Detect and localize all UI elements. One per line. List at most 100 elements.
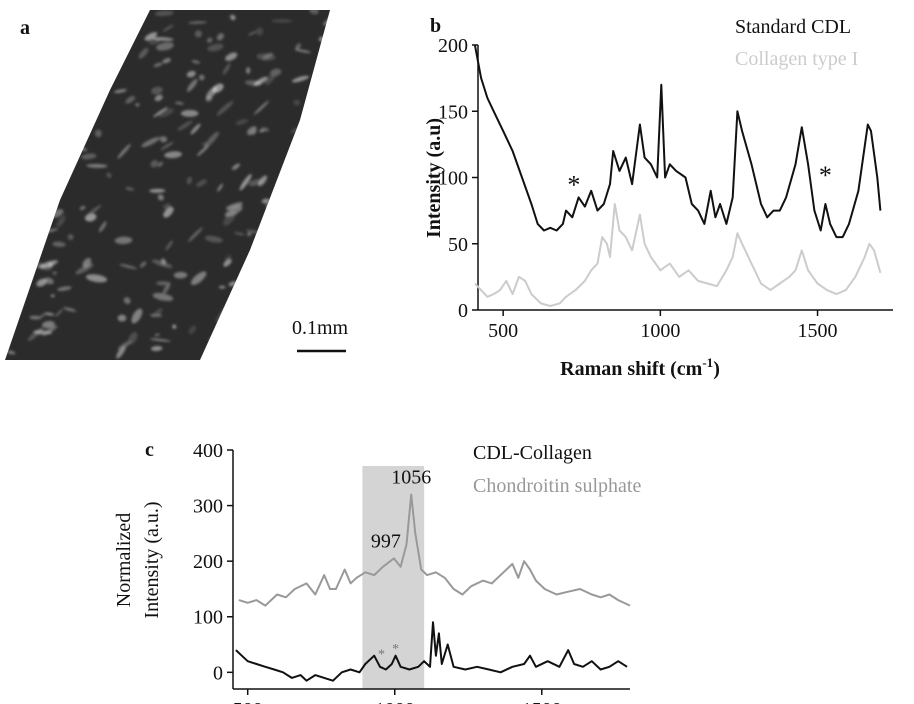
texture-fleck (159, 136, 168, 143)
texture-fleck (139, 261, 147, 268)
texture-fleck (295, 43, 301, 51)
y-axis-label: Intensity (a.u) (423, 118, 445, 238)
texture-fleck (188, 21, 207, 24)
texture-fleck (81, 92, 89, 100)
y-tick-label: 200 (193, 551, 223, 573)
texture-fleck (42, 325, 58, 336)
texture-fleck (231, 163, 240, 170)
tissue (5, 10, 330, 360)
texture-fleck (252, 277, 263, 287)
texture-fleck (31, 32, 42, 36)
texture-fleck (29, 315, 41, 320)
texture-fleck (6, 133, 18, 139)
texture-fleck (123, 297, 131, 305)
annotation: * (567, 170, 580, 199)
texture-fleck (125, 186, 135, 191)
texture-fleck (232, 312, 246, 320)
texture-fleck (190, 123, 201, 135)
texture-fleck (296, 195, 317, 205)
texture-fleck (165, 240, 173, 251)
texture-fleck (247, 126, 257, 136)
texture-fleck (282, 288, 288, 296)
texture-fleck (158, 108, 174, 118)
texture-fleck (152, 37, 174, 41)
texture-fleck (249, 329, 268, 335)
texture-fleck (152, 292, 174, 301)
texture-fleck (223, 258, 232, 267)
texture-fleck (86, 163, 108, 168)
annotation: * (378, 647, 385, 662)
texture-fleck (85, 13, 102, 20)
x-axis-label: Raman shift (cm-1) (560, 355, 720, 380)
texture-fleck (10, 123, 23, 135)
texture-fleck (314, 167, 330, 176)
texture-fleck (163, 206, 174, 218)
texture-fleck (41, 62, 48, 69)
spectrum-line (473, 44, 882, 239)
texture-fleck (309, 121, 323, 127)
annotation: 1056 (391, 466, 431, 488)
texture-fleck (138, 47, 149, 59)
x-tick-label: 1500 (522, 699, 562, 704)
texture-fleck (57, 286, 72, 291)
texture-fleck (156, 42, 174, 51)
texture-fleck (33, 214, 47, 219)
y-tick-label: 400 (193, 440, 223, 462)
texture-fleck (34, 12, 53, 19)
texture-fleck (85, 274, 108, 283)
legend-entry: Chondroitin sulphate (473, 475, 641, 497)
texture-fleck (38, 114, 58, 123)
texture-fleck (9, 64, 22, 84)
texture-fleck (107, 16, 125, 23)
texture-fleck (217, 183, 223, 192)
texture-fleck (114, 236, 133, 245)
texture-fleck (316, 234, 330, 242)
texture-fleck (150, 159, 158, 168)
texture-fleck (312, 220, 323, 227)
texture-fleck (39, 260, 58, 269)
texture-fleck (155, 281, 171, 286)
texture-fleck (124, 36, 129, 43)
texture-fleck (295, 236, 318, 242)
texture-fleck (81, 110, 86, 117)
y-tick-label: 200 (438, 35, 468, 57)
texture-fleck (51, 91, 61, 99)
texture-fleck (219, 330, 235, 341)
texture-fleck (234, 232, 245, 236)
texture-fleck (44, 277, 54, 285)
texture-fleck (177, 120, 193, 131)
spectrum-line (238, 493, 631, 607)
texture-fleck (294, 249, 306, 254)
texture-fleck (32, 180, 47, 187)
texture-fleck (45, 163, 53, 168)
y-axis-label: Normalized (113, 513, 135, 607)
texture-fleck (216, 100, 234, 116)
texture-fleck (296, 191, 306, 201)
texture-fleck (157, 194, 164, 201)
texture-fleck (35, 131, 42, 136)
texture-fleck (164, 151, 183, 159)
y-tick-label: 0 (458, 300, 468, 322)
texture-fleck (218, 285, 226, 289)
texture-fleck (186, 176, 192, 185)
texture-fleck (11, 293, 24, 308)
texture-fleck (153, 107, 168, 118)
texture-fleck (174, 101, 184, 105)
texture-fleck (306, 291, 315, 296)
texture-fleck (10, 76, 27, 93)
texture-fleck (60, 160, 66, 164)
texture-fleck (154, 10, 174, 17)
texture-fleck (325, 81, 330, 93)
y-tick-label: 100 (438, 168, 468, 190)
texture-fleck (55, 309, 63, 317)
texture-fleck (190, 271, 207, 286)
x-tick-label: 1500 (798, 320, 838, 342)
texture-fleck (27, 83, 39, 92)
texture-fleck (188, 325, 197, 335)
texture-fleck (253, 100, 270, 115)
texture-fleck (34, 223, 48, 242)
texture-fleck (191, 59, 201, 64)
texture-fleck (311, 188, 323, 192)
texture-fleck (150, 338, 171, 342)
